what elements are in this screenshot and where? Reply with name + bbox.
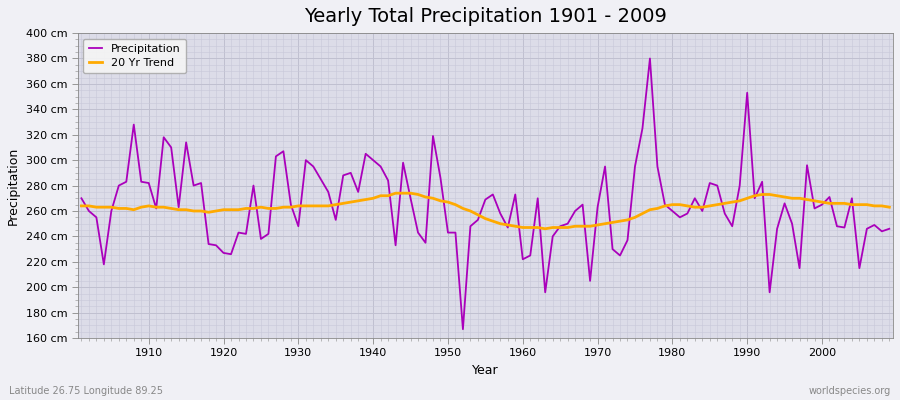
- 20 Yr Trend: [540, 226, 551, 231]
- Precipitation: [525, 253, 535, 258]
- Text: worldspecies.org: worldspecies.org: [809, 386, 891, 396]
- Precipitation: [615, 253, 626, 258]
- 20 Yr Trend: [346, 200, 356, 204]
- Precipitation: [518, 257, 528, 262]
- 20 Yr Trend: [136, 205, 147, 210]
- Precipitation: [457, 327, 468, 332]
- 20 Yr Trend: [525, 225, 535, 230]
- Text: Latitude 26.75 Longitude 89.25: Latitude 26.75 Longitude 89.25: [9, 386, 163, 396]
- Legend: Precipitation, 20 Yr Trend: Precipitation, 20 Yr Trend: [83, 39, 186, 73]
- Precipitation: [644, 56, 655, 61]
- Precipitation: [346, 170, 356, 175]
- Y-axis label: Precipitation: Precipitation: [7, 146, 20, 225]
- 20 Yr Trend: [622, 218, 633, 222]
- 20 Yr Trend: [76, 204, 86, 208]
- Precipitation: [884, 226, 895, 231]
- 20 Yr Trend: [518, 225, 528, 230]
- X-axis label: Year: Year: [472, 364, 499, 377]
- Title: Yearly Total Precipitation 1901 - 2009: Yearly Total Precipitation 1901 - 2009: [304, 7, 667, 26]
- Line: Precipitation: Precipitation: [81, 58, 889, 329]
- Precipitation: [76, 196, 86, 201]
- 20 Yr Trend: [391, 191, 401, 196]
- Line: 20 Yr Trend: 20 Yr Trend: [81, 193, 889, 229]
- Precipitation: [301, 158, 311, 162]
- 20 Yr Trend: [301, 204, 311, 208]
- Precipitation: [136, 179, 147, 184]
- 20 Yr Trend: [884, 205, 895, 210]
